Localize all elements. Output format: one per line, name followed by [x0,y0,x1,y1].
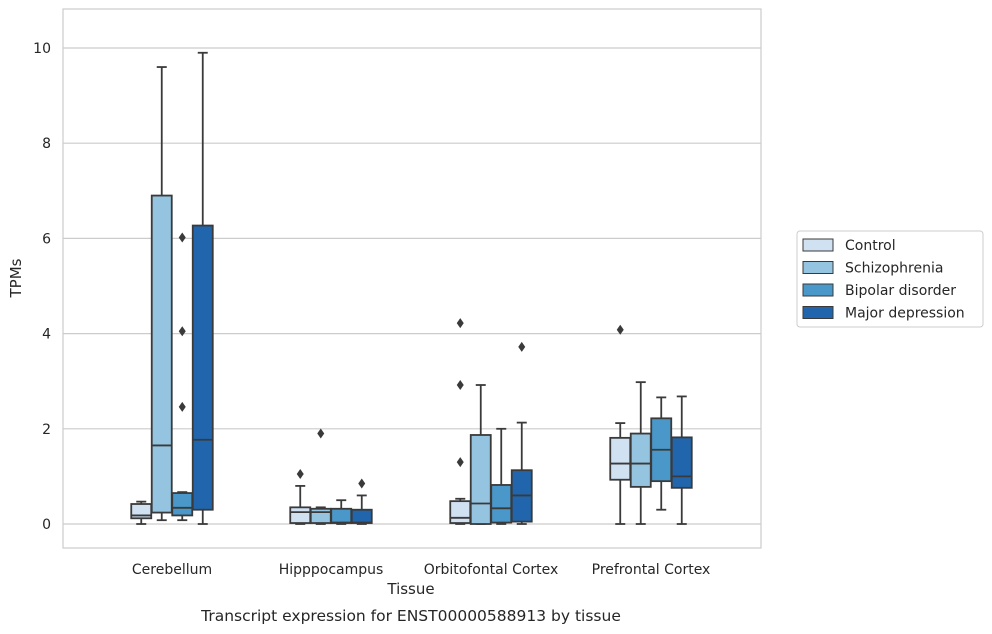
legend-label: Schizophrenia [845,261,943,277]
outlier-point [358,478,366,489]
box-iqr [670,436,693,489]
box-iqr [330,507,353,524]
box-major-depression [670,395,693,525]
box-schizophrenia [469,384,492,525]
legend-swatch [802,238,834,252]
outlier-point [456,380,464,391]
box-major-depression [510,341,533,525]
box-control [449,318,472,525]
box-control [609,324,632,525]
box-iqr [629,432,652,488]
x-tick-label: Orbitofontal Cortex [424,562,559,578]
box-iqr [449,500,472,524]
y-gridlines [63,47,761,525]
plot-frame [62,8,762,549]
outlier-point [518,341,526,352]
outlier-point [456,457,464,468]
box-iqr [171,492,194,517]
box-iqr [309,507,332,524]
y-tick-label: 8 [42,136,51,152]
x-tick-label: Hipppocampus [279,562,384,578]
outlier-point [317,428,325,439]
legend-swatch [802,283,834,297]
box-iqr [191,224,214,511]
outlier-point [178,232,186,243]
legend-item: Major depression [802,306,965,322]
legend-label: Control [845,238,896,254]
box-iqr [609,436,632,481]
box-iqr [289,506,312,524]
y-tick-label: 2 [42,422,51,438]
y-tick-label: 10 [33,41,51,57]
box-control [289,469,312,525]
box-bipolar-disorder [171,232,194,522]
y-axis-label: TPMs [7,258,25,298]
legend-swatch [802,306,834,319]
outlier-point [178,326,186,337]
x-tick-label: Prefrontal Cortex [592,562,711,578]
legend-swatch [802,261,834,274]
outlier-point [616,324,624,335]
outlier-point [178,401,186,412]
legend-item: Control [802,238,896,254]
x-tick-label: Cerebellum [132,562,212,578]
legend-label: Bipolar disorder [845,283,956,299]
y-tick-label: 6 [42,231,51,247]
y-tick-label: 4 [42,327,51,343]
box-major-depression [191,51,214,525]
legend-item: Schizophrenia [802,261,943,277]
chart-caption: Transcript expression for ENST0000058891… [200,607,621,625]
x-axis-label: Tissue [386,580,434,598]
y-axis-ticks: 0 2 4 6 8 10 [33,41,51,533]
box-iqr [150,194,173,514]
box-bipolar-disorder [650,396,673,511]
legend-item: Bipolar disorder [802,283,956,299]
box-iqr [350,508,373,524]
box-control [130,500,153,525]
legend: Control Schizophrenia Bipolar disorder Majo… [796,230,984,328]
box-major-depression [350,478,373,525]
box-schizophrenia [150,66,173,522]
legend-label: Major depression [845,306,965,322]
box-iqr [490,484,513,524]
y-tick-label: 0 [42,517,51,533]
outlier-point [296,469,304,480]
box-iqr [469,434,492,525]
legend-frame [796,230,984,328]
outlier-point [456,318,464,329]
box-series [130,51,693,525]
x-axis-ticks: Cerebellum Hipppocampus Orbitofontal Corte… [132,562,710,578]
